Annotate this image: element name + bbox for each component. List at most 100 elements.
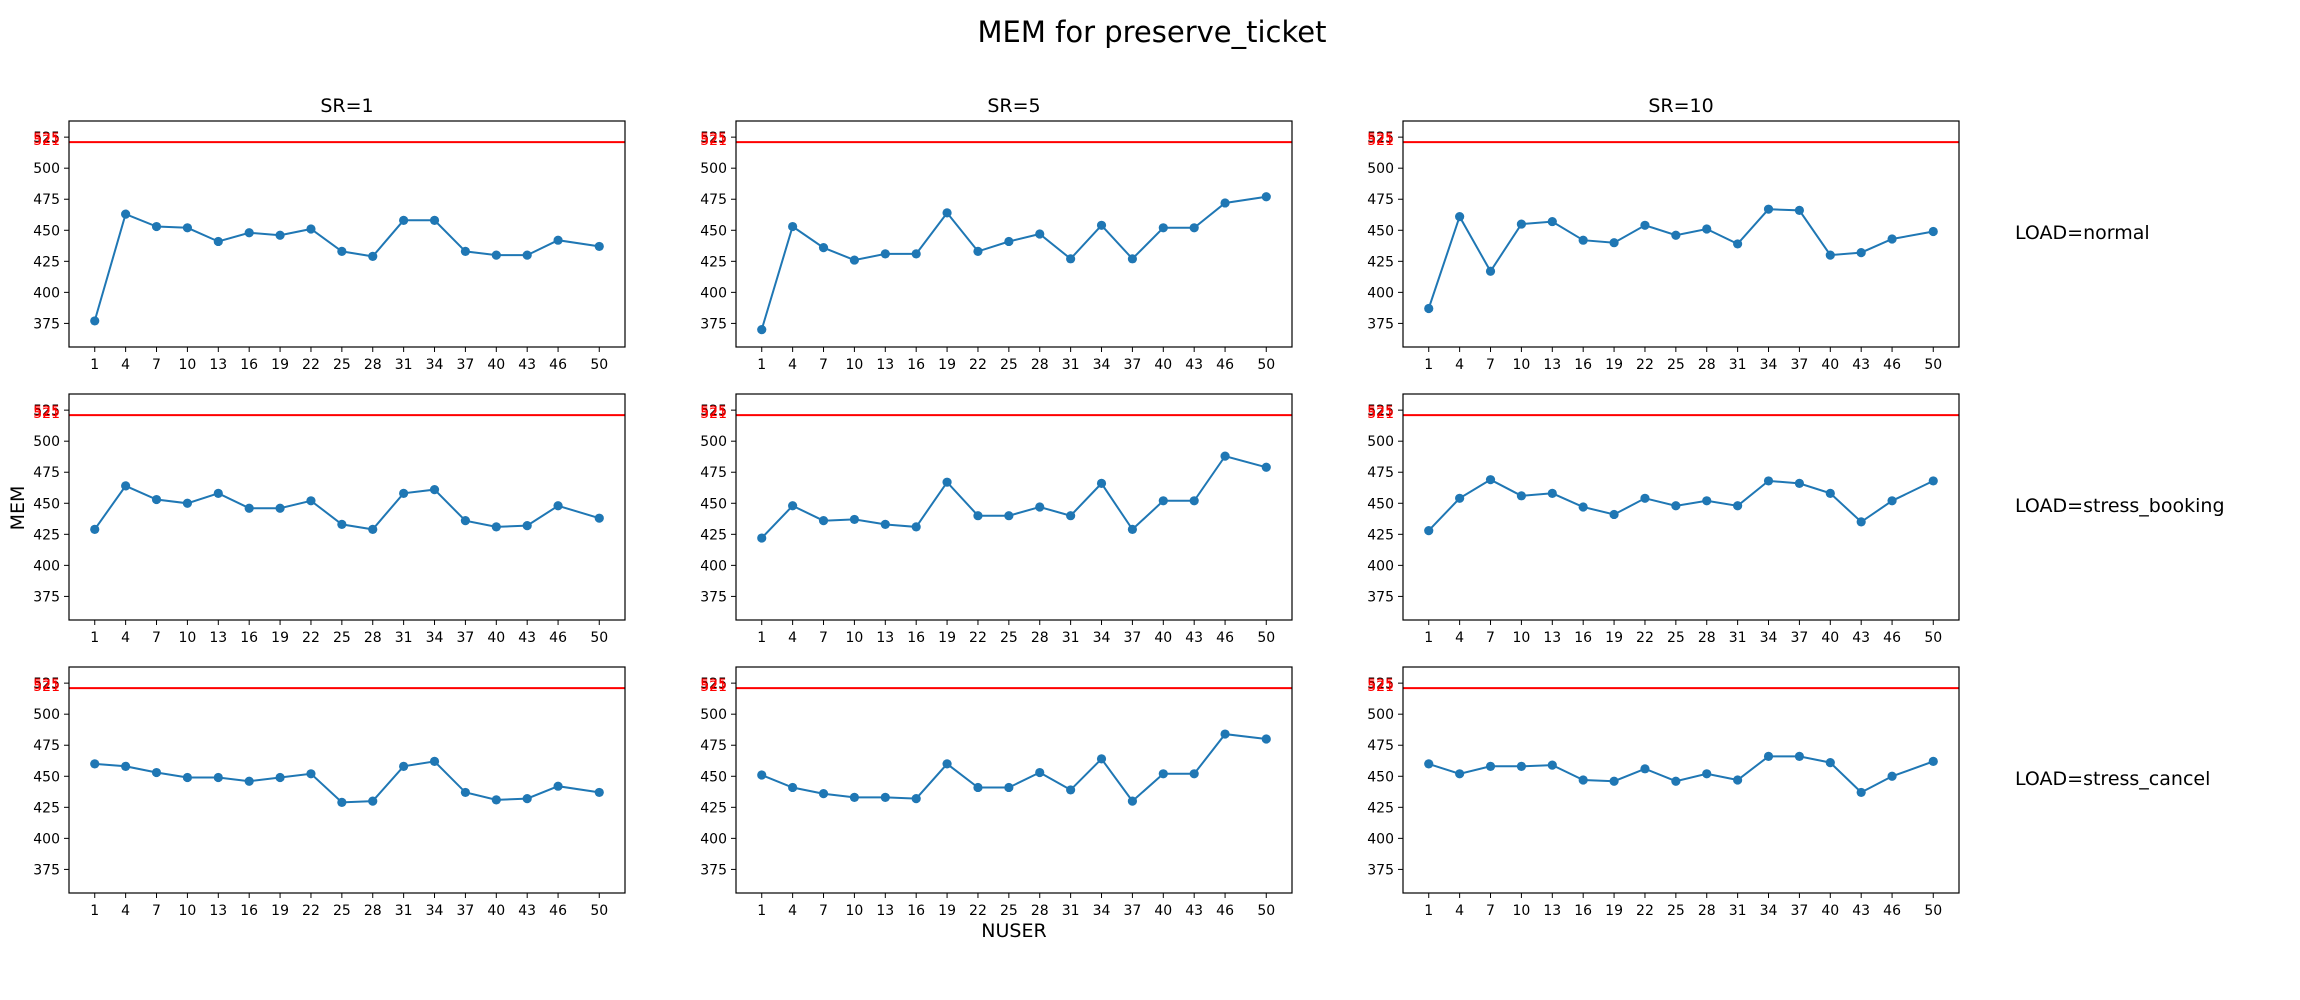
data-point <box>1189 496 1199 506</box>
data-point <box>1066 785 1076 795</box>
data-point <box>151 221 162 232</box>
x-tick-label: 1 <box>757 357 766 373</box>
threshold-tick-label: 525 <box>33 677 60 693</box>
y-tick-label: 400 <box>1367 558 1394 574</box>
x-tick-label: 34 <box>1760 630 1778 646</box>
x-tick-label: 10 <box>1512 357 1530 373</box>
x-tick-label: 46 <box>1216 903 1234 919</box>
y-tick-label: 525 <box>33 403 60 419</box>
y-tick-label: 400 <box>33 285 60 301</box>
y-tick-label: 450 <box>1367 769 1394 785</box>
threshold-tick-label: 525 <box>700 404 727 420</box>
x-tick-label: 1 <box>90 357 99 373</box>
y-tick-label: 525 <box>700 676 727 692</box>
x-tick-label: 40 <box>1154 630 1172 646</box>
data-point <box>1158 223 1168 233</box>
x-tick-label: 28 <box>1031 357 1049 373</box>
x-tick-label: 22 <box>969 903 987 919</box>
x-tick-label: 50 <box>590 630 608 646</box>
x-tick-label: 37 <box>1123 903 1141 919</box>
data-point <box>1485 266 1496 276</box>
x-tick-label: 43 <box>518 630 536 646</box>
x-tick-label: 34 <box>426 357 444 373</box>
x-tick-label: 37 <box>1123 630 1141 646</box>
x-tick-label: 22 <box>302 357 320 373</box>
axes-frame <box>68 393 626 621</box>
x-tick-label: 13 <box>1543 903 1561 919</box>
data-point <box>818 243 829 253</box>
x-tick-label: 19 <box>1605 630 1623 646</box>
data-point <box>1455 493 1465 503</box>
x-tick-label: 13 <box>209 630 227 646</box>
x-tick-label: 10 <box>178 903 196 919</box>
x-tick-label: 40 <box>487 630 505 646</box>
data-point <box>1702 769 1712 779</box>
x-tick-label: 34 <box>1760 357 1778 373</box>
data-point <box>151 767 162 778</box>
x-tick-label: 25 <box>1667 357 1685 373</box>
x-tick-label: 40 <box>487 903 505 919</box>
y-tick-label: 450 <box>33 223 60 239</box>
data-point <box>1004 782 1014 793</box>
x-tick-label: 37 <box>456 357 474 373</box>
data-point <box>1887 771 1897 781</box>
col-title-sr5: SR=5 <box>987 95 1040 117</box>
data-point <box>788 782 798 793</box>
data-point <box>275 772 285 783</box>
x-tick-label: 13 <box>209 903 227 919</box>
data-point <box>337 246 347 256</box>
x-tick-label: 22 <box>969 357 987 373</box>
y-tick-label: 475 <box>33 465 60 481</box>
y-tick-label: 475 <box>33 738 60 754</box>
x-tick-label: 22 <box>969 630 987 646</box>
x-tick-label: 25 <box>333 630 351 646</box>
x-tick-label: 1 <box>90 630 99 646</box>
data-point <box>90 316 100 326</box>
data-point <box>1035 502 1045 512</box>
x-tick-label: 4 <box>1455 357 1464 373</box>
data-point <box>1578 775 1588 785</box>
y-tick-label: 450 <box>700 223 727 239</box>
x-tick-label: 28 <box>1698 630 1716 646</box>
y-tick-label: 400 <box>1367 285 1394 301</box>
x-tick-label: 31 <box>1729 903 1747 919</box>
data-point <box>1887 496 1897 506</box>
y-tick-label: 450 <box>1367 223 1394 239</box>
data-point <box>1516 219 1527 229</box>
data-point <box>1261 462 1271 472</box>
data-point <box>1794 205 1805 216</box>
x-tick-label: 50 <box>1924 357 1942 373</box>
axes-frame <box>735 666 1293 894</box>
data-point <box>399 215 409 225</box>
axes-frame <box>735 120 1293 348</box>
data-point <box>1516 491 1527 501</box>
data-point <box>818 789 829 799</box>
data-point <box>1066 254 1076 264</box>
data-point <box>1220 729 1230 739</box>
threshold-tick-label: 521 <box>1367 406 1394 422</box>
x-tick-label: 40 <box>487 357 505 373</box>
data-point <box>1158 769 1168 779</box>
y-tick-label: 375 <box>700 316 727 332</box>
data-point <box>1609 509 1619 520</box>
axes-frame <box>68 120 626 348</box>
data-point <box>594 787 604 798</box>
x-tick-label: 7 <box>152 903 161 919</box>
x-tick-label: 4 <box>121 357 130 373</box>
threshold-tick-label: 525 <box>700 677 727 693</box>
x-tick-label: 19 <box>271 903 289 919</box>
x-tick-label: 25 <box>1000 903 1018 919</box>
y-tick-label: 400 <box>700 831 727 847</box>
x-tick-label: 13 <box>209 357 227 373</box>
y-tick-label: 375 <box>1367 316 1394 332</box>
y-tick-label: 425 <box>700 527 727 543</box>
y-tick-label: 425 <box>700 800 727 816</box>
data-point <box>553 235 563 245</box>
data-point <box>244 776 254 786</box>
axes-frame <box>1402 393 1960 621</box>
data-point <box>429 215 440 225</box>
